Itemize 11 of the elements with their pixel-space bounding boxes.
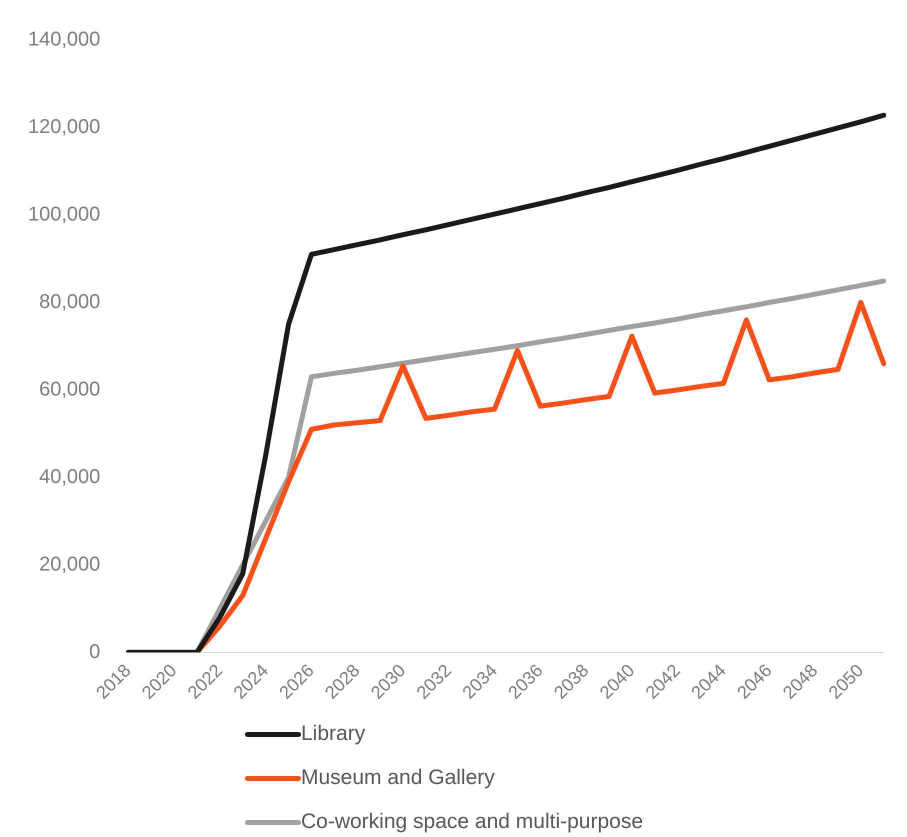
- legend-label: Co-working space and multi-purpose: [301, 810, 643, 834]
- y-tick-label: 40,000: [39, 466, 100, 488]
- y-tick-label: 120,000: [28, 116, 100, 138]
- y-tick-label: 100,000: [28, 203, 100, 226]
- y-tick-label: 140,000: [28, 28, 100, 51]
- y-tick-label: 20,000: [39, 553, 100, 576]
- y-tick-label: 80,000: [39, 290, 100, 313]
- legend-label: Library: [301, 722, 366, 746]
- y-tick-label: 60,000: [39, 378, 100, 400]
- y-tick-label: 0: [89, 640, 100, 663]
- legend-label: Museum and Gallery: [301, 766, 495, 790]
